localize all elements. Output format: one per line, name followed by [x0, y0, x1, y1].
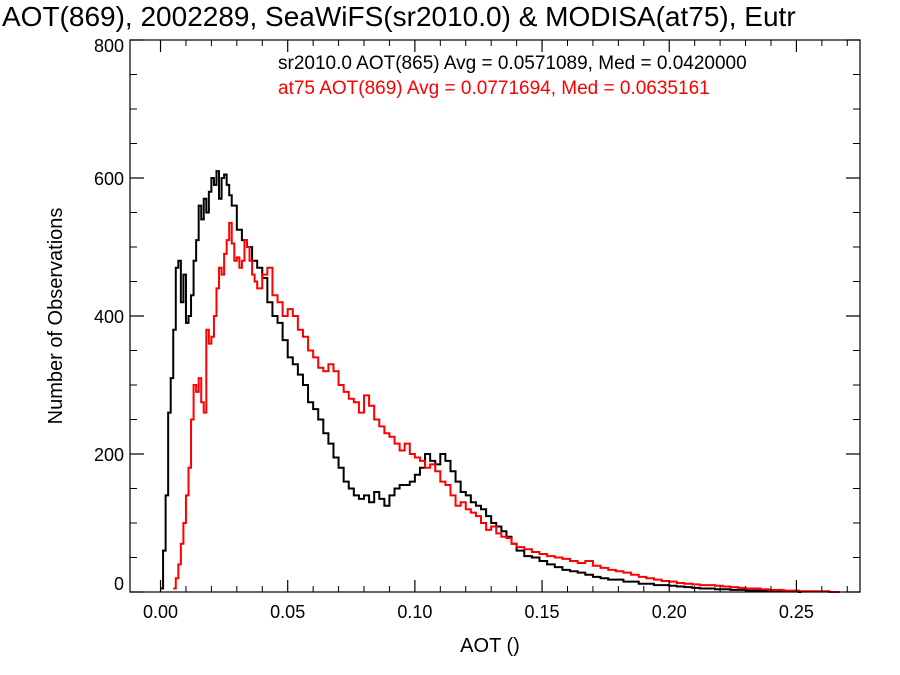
chart-title: AOT(869), 2002289, SeaWiFS(sr2010.0) & M… [2, 1, 796, 32]
series-layer [160, 170, 840, 593]
y-tick-label: 400 [94, 307, 124, 327]
x-tick-label: 0.20 [652, 602, 687, 622]
x-tick-label: 0.10 [397, 602, 432, 622]
y-axis-ticks: 0 200 400 600 800 [94, 36, 860, 594]
series-line-0 [160, 170, 802, 593]
x-axis-ticks: 0.00 0.05 0.10 0.15 0.20 0.25 [143, 40, 848, 622]
x-tick-label: 0.00 [143, 602, 178, 622]
y-tick-label: 200 [94, 445, 124, 465]
y-tick-label: 0 [114, 574, 124, 594]
y-tick-label: 600 [94, 169, 124, 189]
x-tick-label: 0.25 [779, 602, 814, 622]
x-axis-label: AOT () [460, 635, 520, 657]
legend-entry-1: at75 AOT(869) Avg = 0.0771694, Med = 0.0… [278, 78, 710, 99]
plot-area: 0.00 0.05 0.10 0.15 0.20 0.25 0 200 400 600 800 [94, 36, 861, 622]
x-tick-label: 0.05 [270, 602, 305, 622]
series-line-1 [173, 221, 840, 593]
x-tick-label: 0.15 [525, 602, 560, 622]
legend: sr2010.0 AOT(865) Avg = 0.0571089, Med =… [278, 53, 747, 99]
plot-frame [129, 39, 861, 593]
legend-entry-0: sr2010.0 AOT(865) Avg = 0.0571089, Med =… [278, 53, 747, 74]
y-tick-label: 800 [94, 36, 124, 56]
y-axis-label: Number of Observations [45, 208, 67, 425]
